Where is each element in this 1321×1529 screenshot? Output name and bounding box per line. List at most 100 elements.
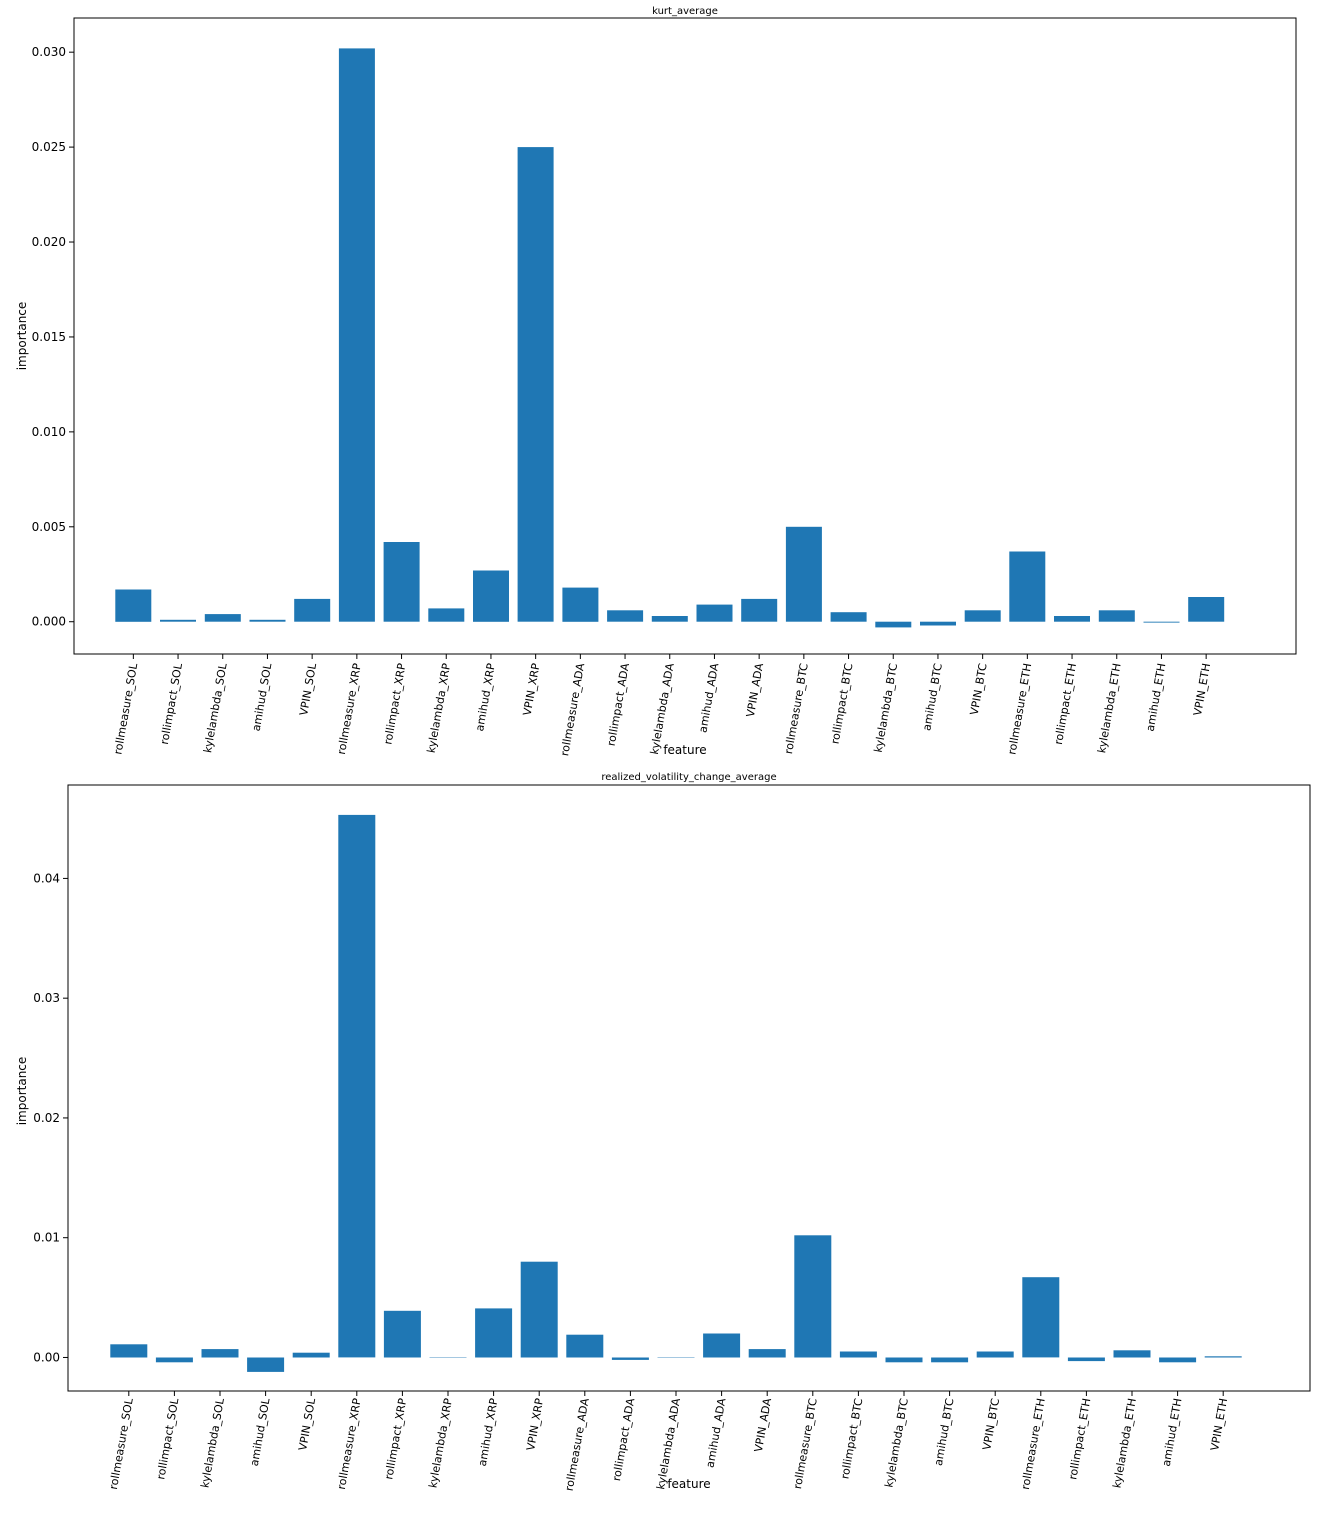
x-tick-label: rollmeasure_ADA: [563, 1397, 592, 1492]
x-tick-label: rollmeasure_SOL: [111, 661, 140, 755]
bar-kylelambda_XRP: [428, 608, 465, 622]
bar-kylelambda_BTC: [875, 621, 912, 628]
bar-rollimpact_ADA: [607, 610, 644, 622]
x-tick-label: amihud_ETH: [1144, 662, 1169, 732]
y-tick-label: 0.03: [33, 991, 60, 1005]
bar-kylelambda_SOL: [204, 614, 241, 622]
bar-VPIN_XRP: [517, 147, 554, 622]
x-tick-label: kylelambda_SOL: [198, 1396, 227, 1489]
x-tick-label: kylelambda_ETH: [1110, 1397, 1139, 1489]
chart-title: kurt_average: [652, 6, 718, 17]
bar-rollmeasure_XRP: [338, 48, 375, 622]
y-tick-label: 0.000: [32, 615, 66, 629]
y-tick-label: 0.01: [33, 1231, 60, 1245]
x-tick-label: rollmeasure_ETH: [1005, 662, 1034, 755]
x-tick-label: rollimpact_ETH: [1066, 1397, 1093, 1480]
x-tick-label: kylelambda_BTC: [872, 662, 901, 754]
bar-amihud_ETH: [1143, 621, 1180, 623]
x-tick-label: rollmeasure_BTC: [782, 662, 811, 755]
bar-rollmeasure_ETH: [1022, 1277, 1060, 1358]
y-tick-label: 0.030: [32, 45, 66, 59]
bar-kylelambda_BTC: [885, 1357, 923, 1363]
x-tick-label: amihud_ADA: [696, 662, 721, 734]
chart-title: realized_volatility_change_average: [601, 772, 776, 783]
x-tick-label: rollimpact_SOL: [154, 1396, 181, 1480]
y-tick-label: 0.015: [32, 330, 66, 344]
bar-amihud_SOL: [247, 1357, 285, 1372]
x-tick-label: VPIN_SOL: [296, 1396, 318, 1451]
bar-amihud_ETH: [1159, 1357, 1197, 1363]
bar-rollmeasure_XRP: [338, 814, 376, 1358]
x-tick-label: rollmeasure_XRP: [335, 662, 364, 756]
x-tick-label: rollimpact_XRP: [382, 1397, 409, 1481]
bar-VPIN_BTC: [976, 1351, 1014, 1358]
y-axis-label: importance: [15, 1057, 29, 1126]
bar-amihud_BTC: [931, 1357, 969, 1363]
bar-VPIN_ETH: [1204, 1356, 1242, 1358]
bar-rollimpact_XRP: [383, 1310, 421, 1358]
x-tick-label: rollimpact_BTC: [829, 662, 856, 745]
bar-rollimpact_XRP: [383, 542, 420, 622]
y-tick-label: 0.005: [32, 520, 66, 534]
x-tick-label: rollmeasure_ADA: [558, 662, 587, 757]
bar-amihud_XRP: [473, 570, 509, 622]
bars: [115, 48, 1225, 628]
x-tick-label: rollmeasure_SOL: [107, 1396, 136, 1490]
x-tick-label: kylelambda_BTC: [882, 1397, 911, 1489]
x-tick-label: VPIN_ETH: [1208, 1397, 1230, 1452]
x-tick-label: rollimpact_ADA: [605, 662, 632, 747]
bar-rollmeasure_ADA: [566, 1334, 604, 1358]
x-tick-label: kylelambda_SOL: [201, 661, 230, 754]
y-tick-label: 0.020: [32, 235, 66, 249]
bar-rollimpact_SOL: [155, 1357, 193, 1363]
bar-rollimpact_BTC: [839, 1351, 877, 1358]
bar-VPIN_SOL: [294, 598, 331, 622]
bar-rollmeasure_SOL: [110, 1344, 148, 1358]
x-tick-label: VPIN_ETH: [1191, 662, 1213, 717]
x-tick-label: amihud_SOL: [250, 661, 275, 732]
x-tick-label: kylelambda_ADA: [648, 662, 677, 756]
bar-rollimpact_ETH: [1067, 1357, 1105, 1362]
x-tick-label: amihud_XRP: [476, 1397, 501, 1467]
bar-amihud_ADA: [703, 1333, 741, 1358]
x-axis: rollmeasure_SOL rollimpact_SOL kylelambda_…: [111, 654, 1213, 757]
y-axis: 0.00 0.01 0.02 0.03 0.04: [33, 871, 68, 1364]
y-tick-label: 0.010: [32, 425, 66, 439]
x-tick-label: amihud_XRP: [473, 662, 498, 732]
x-tick-label: rollimpact_XRP: [381, 662, 408, 746]
x-tick-label: VPIN_BTC: [980, 1397, 1002, 1451]
x-tick-label: VPIN_XRP: [524, 1397, 546, 1452]
y-axis: 0.000 0.005 0.010 0.015 0.020 0.025 0.030: [32, 45, 74, 629]
bar-rollmeasure_ADA: [562, 587, 599, 622]
y-tick-label: 0.00: [33, 1350, 60, 1364]
y-tick-label: 0.02: [33, 1111, 60, 1125]
x-tick-label: VPIN_ADA: [752, 1397, 774, 1453]
realized-volatility-change-chart: realized_volatility_change_average 0.000…: [15, 772, 1311, 1492]
bar-VPIN_BTC: [964, 610, 1001, 622]
bar-kylelambda_ADA: [651, 616, 688, 622]
bar-rollmeasure_SOL: [115, 589, 152, 622]
kurt-average-chart: kurt_average 0.000 0.005 0.010 0.015 0.020 0.…: [15, 6, 1297, 757]
bar-kylelambda_ETH: [1098, 610, 1135, 622]
x-tick-label: VPIN_XRP: [521, 662, 543, 717]
x-tick-label: rollimpact_SOL: [158, 661, 185, 745]
bar-amihud_ADA: [696, 604, 733, 622]
x-tick-label: VPIN_ADA: [744, 662, 766, 718]
y-tick-label: 0.04: [33, 871, 60, 885]
x-tick-label: rollmeasure_BTC: [791, 1397, 820, 1490]
x-tick-label: rollmeasure_XRP: [335, 1397, 364, 1491]
x-tick-label: VPIN_BTC: [968, 662, 990, 716]
bar-VPIN_SOL: [292, 1352, 330, 1358]
x-tick-label: amihud_ADA: [704, 1397, 729, 1469]
x-axis-label: feature: [663, 743, 706, 757]
x-tick-label: VPIN_SOL: [297, 661, 319, 716]
plot-area: [73, 17, 1297, 655]
bar-VPIN_ADA: [748, 1349, 786, 1358]
x-tick-label: rollimpact_BTC: [838, 1397, 865, 1480]
bar-kylelambda_SOL: [201, 1349, 239, 1358]
bar-amihud_SOL: [249, 619, 286, 622]
bar-amihud_XRP: [475, 1308, 513, 1358]
bar-rollmeasure_BTC: [794, 1235, 832, 1358]
bar-rollimpact_BTC: [830, 612, 867, 622]
x-tick-label: kylelambda_XRP: [425, 662, 454, 754]
